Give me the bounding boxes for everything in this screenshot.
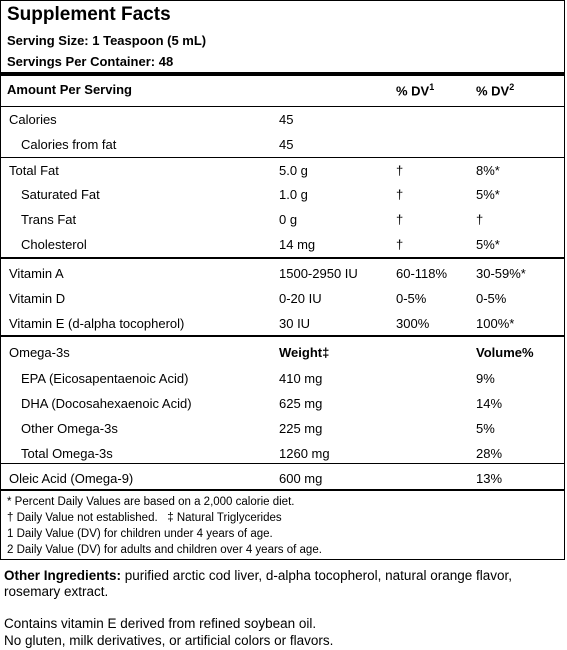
nutrient-value: 60-118% — [396, 266, 448, 281]
title: Supplement Facts — [7, 4, 171, 25]
header-label: Amount Per Serving — [7, 82, 132, 97]
divider — [1, 157, 564, 158]
divider — [1, 335, 564, 337]
nutrient-name: Total Fat — [9, 163, 59, 178]
divider — [1, 106, 564, 107]
nutrient-value: 14% — [476, 396, 503, 411]
nutrient-value: 1500-2950 IU — [279, 266, 358, 281]
nutrient-value: 0-20 IU — [279, 291, 322, 306]
nutrient-value: 625 mg — [279, 396, 323, 411]
nutrient-value: 0-5% — [476, 291, 507, 306]
nutrient-value: 45 — [279, 137, 294, 152]
footnote: * Percent Daily Values are based on a 2,… — [7, 496, 295, 508]
nutrient-value: 300% — [396, 316, 430, 331]
nutrient-value: † — [396, 212, 404, 227]
nutrient-name: Saturated Fat — [21, 187, 100, 202]
nutrient-value: Weight‡ — [279, 345, 330, 360]
nutrient-value: 225 mg — [279, 421, 323, 436]
nutrient-name: DHA (Docosahexaenoic Acid) — [21, 396, 192, 411]
other-ingredients-label: Other Ingredients: — [4, 568, 122, 583]
nutrient-name: Vitamin E (d-alpha tocopherol) — [9, 316, 185, 331]
nutrient-value: 1.0 g — [279, 187, 308, 202]
nutrient-value: 9% — [476, 371, 495, 386]
other-ingredients-text: purified arctic cod liver, d-alpha tocop… — [4, 568, 513, 599]
nutrient-value: 410 mg — [279, 371, 323, 386]
other-ingredients: Other Ingredients: purified arctic cod l… — [4, 568, 564, 600]
nutrient-name: Calories — [9, 112, 57, 127]
nutrient-name: Other Omega-3s — [21, 421, 118, 436]
nutrient-name: Calories from fat — [21, 137, 117, 152]
header-dv: % DV1 — [396, 82, 434, 98]
nutrient-name: Omega-3s — [9, 345, 70, 360]
nutrient-name: Trans Fat — [21, 212, 77, 227]
header-dv: % DV2 — [476, 82, 514, 98]
nutrient-value: 14 mg — [279, 237, 316, 252]
nutrient-value: † — [396, 187, 404, 202]
nutrient-name: Cholesterol — [21, 237, 87, 252]
nutrient-name: Vitamin A — [9, 266, 64, 281]
nutrient-value: 5% — [476, 421, 495, 436]
nutrient-name: Oleic Acid (Omega-9) — [9, 471, 134, 486]
supplement-facts-panel: Supplement Facts Serving Size: 1 Teaspoo… — [0, 0, 565, 560]
nutrient-value: 8%* — [476, 163, 500, 178]
nutrient-name: Total Omega-3s — [21, 446, 113, 461]
nutrient-value: Volume% — [476, 345, 534, 360]
nutrient-value: † — [396, 163, 404, 178]
footnote: 2 Daily Value (DV) for adults and childr… — [7, 544, 322, 556]
nutrient-value: 600 mg — [279, 471, 323, 486]
nutrient-value: 5%* — [476, 237, 500, 252]
nutrient-value: 5.0 g — [279, 163, 308, 178]
header-dv-text: % DV — [396, 83, 430, 99]
footnote: † Daily Value not established. ‡ Natural… — [7, 512, 282, 524]
nutrient-value: 1260 mg — [279, 446, 330, 461]
note: Contains vitamin E derived from refined … — [4, 616, 317, 631]
servings-per-container: Servings Per Container: 48 — [7, 54, 174, 69]
nutrient-value: † — [396, 237, 404, 252]
nutrient-name: Vitamin D — [9, 291, 66, 306]
note: No gluten, milk derivatives, or artifici… — [4, 633, 334, 648]
nutrient-name: EPA (Eicosapentaenoic Acid) — [21, 371, 189, 386]
nutrient-value: † — [476, 212, 484, 227]
nutrient-value: 30-59%* — [476, 266, 526, 281]
nutrient-value: 0-5% — [396, 291, 427, 306]
divider — [1, 257, 564, 259]
serving-size: Serving Size: 1 Teaspoon (5 mL) — [7, 33, 207, 48]
footnote-ref: 1 — [429, 82, 435, 92]
nutrient-value: 28% — [476, 446, 503, 461]
divider — [1, 489, 564, 491]
footnote-ref: 2 — [509, 82, 515, 92]
nutrient-value: 13% — [476, 471, 503, 486]
footnote: 1 Daily Value (DV) for children under 4 … — [7, 528, 273, 540]
divider — [1, 463, 564, 464]
nutrient-value: 100%* — [476, 316, 515, 331]
divider — [1, 72, 564, 76]
nutrient-value: 30 IU — [279, 316, 311, 331]
nutrient-value: 0 g — [279, 212, 298, 227]
nutrient-value: 5%* — [476, 187, 500, 202]
nutrient-value: 45 — [279, 112, 294, 127]
header-dv-text: % DV — [476, 83, 510, 99]
